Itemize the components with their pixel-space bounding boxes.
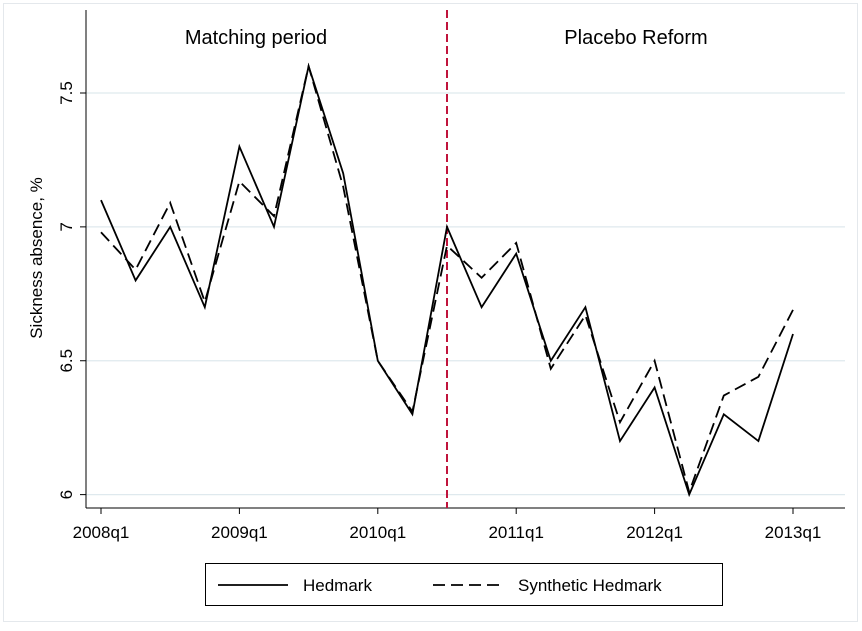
line-series <box>100 62 794 498</box>
annotation: Matching period <box>185 27 327 49</box>
x-tick-label: 2012q1 <box>626 523 683 542</box>
line-series <box>100 62 794 495</box>
x-tick-label: 2013q1 <box>765 523 822 542</box>
legend-box <box>205 563 723 606</box>
y-tick-label: 7 <box>57 222 76 231</box>
y-tick-label: 6.5 <box>57 349 76 373</box>
x-tick-label: 2009q1 <box>211 523 268 542</box>
annotation: Placebo Reform <box>564 27 707 49</box>
y-tick-label: 7.5 <box>57 81 76 105</box>
y-axis-label: Sickness absence, % <box>27 177 46 339</box>
x-tick-label: 2008q1 <box>73 523 130 542</box>
legend-label: Synthetic Hedmark <box>518 576 662 595</box>
x-tick-label: 2011q1 <box>488 523 543 542</box>
legend-label: Hedmark <box>303 576 372 595</box>
x-tick-label: 2010q1 <box>349 523 406 542</box>
y-tick-label: 6 <box>57 490 76 499</box>
